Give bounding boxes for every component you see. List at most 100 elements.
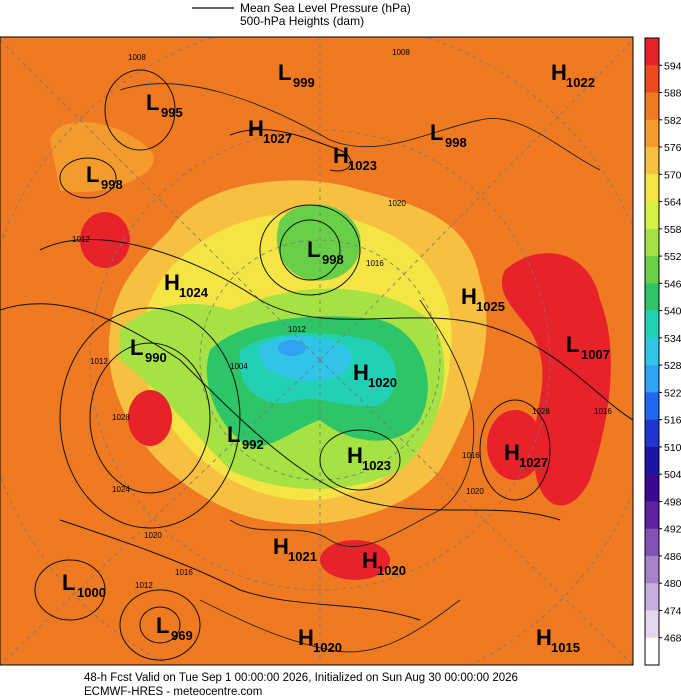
center-letter: H (273, 534, 289, 559)
center-letter: L (566, 332, 579, 357)
colorbar: 594 588 582 576 570 564 558 552 546 540 534 528 522 5… (644, 37, 681, 666)
contour-label: 1020 (388, 199, 406, 208)
center-value: 1023 (348, 158, 377, 173)
colorbar-label: 468 (664, 633, 681, 645)
center-value: 998 (322, 252, 344, 267)
center-letter: L (146, 90, 159, 115)
center-letter: H (504, 440, 520, 465)
contour-label: 1008 (392, 48, 410, 57)
colorbar-band (645, 147, 659, 175)
colorbar-band (645, 38, 659, 66)
colorbar-band (645, 92, 659, 121)
center-value: 1015 (551, 640, 580, 655)
colorbar-band (645, 555, 659, 584)
colorbar-label: 594 (664, 60, 681, 72)
contour-label: 1012 (72, 235, 90, 244)
center-value: 1020 (368, 375, 397, 390)
contour-label: 1024 (112, 485, 130, 494)
colorbar-label: 564 (664, 197, 681, 209)
height-field (320, 540, 390, 580)
colorbar-frame (644, 37, 660, 666)
center-letter: L (130, 335, 143, 360)
contour-label: 1012 (135, 581, 153, 590)
colorbar-label: 540 (664, 306, 681, 318)
map-frame (0, 36, 634, 666)
center-letter: H (362, 548, 378, 573)
colorbar-label: 552 (664, 251, 681, 263)
center-value: 1024 (179, 285, 209, 300)
colorbar-label: 558 (664, 224, 681, 236)
colorbar-label: 522 (664, 387, 681, 399)
legend-label: Mean Sea Level Pressure (hPa) (240, 1, 411, 15)
contour-label: 1016 (175, 568, 193, 577)
colorbar-band (645, 228, 659, 257)
center-letter: H (551, 60, 567, 85)
center-letter: H (353, 360, 369, 385)
center-letter: L (86, 162, 99, 187)
height-field (276, 204, 361, 281)
colorbar-band (645, 637, 659, 666)
colorbar-label: 510 (664, 442, 681, 454)
colorbar-label: 582 (664, 115, 681, 127)
center-value: 998 (101, 177, 123, 192)
colorbar-label: 486 (664, 551, 681, 563)
contour-label: 1004 (230, 362, 248, 371)
contour-label: 1008 (128, 53, 146, 62)
center-value: 990 (145, 350, 167, 365)
colorbar-label: 516 (664, 415, 681, 427)
colorbar-band (645, 65, 659, 93)
colorbar-band (645, 528, 659, 557)
colorbar-band (645, 365, 659, 393)
colorbar-label: 480 (664, 578, 681, 590)
center-value: 1007 (581, 347, 610, 362)
contour-label: 1016 (462, 451, 480, 460)
center-letter: L (62, 570, 75, 595)
footer-text: 48-h Fcst Valid on Tue Sep 1 00:00:00 20… (84, 672, 518, 684)
height-field (128, 390, 172, 446)
center-value: 1021 (288, 549, 317, 564)
center-value: 998 (445, 135, 467, 150)
center-value: 1027 (519, 455, 548, 470)
center-value: 1020 (377, 563, 406, 578)
colorbar-label: 570 (664, 169, 681, 181)
legend-label: 500-hPa Heights (dam) (240, 14, 364, 28)
contour-label: 1020 (144, 531, 162, 540)
center-value: 1022 (566, 75, 595, 90)
colorbar-band (645, 337, 659, 366)
center-letter: H (164, 270, 180, 295)
colorbar-label: 546 (664, 278, 681, 290)
center-letter: L (430, 120, 443, 145)
center-value: 995 (161, 105, 183, 120)
colorbar-label: 474 (664, 605, 681, 617)
colorbar-band (645, 392, 659, 420)
contour-label: 1016 (594, 407, 612, 416)
center-letter: L (307, 237, 320, 262)
colorbar-band (645, 310, 659, 339)
isobars (0, 69, 633, 661)
contour-label: 1020 (466, 487, 484, 496)
center-letter: H (347, 443, 363, 468)
graticule (0, 37, 633, 665)
colorbar-band (645, 446, 659, 475)
center-value: 1025 (476, 299, 505, 314)
contour-label: 1016 (366, 259, 384, 268)
center-value: 1027 (263, 131, 292, 146)
center-value: 969 (171, 628, 193, 643)
colorbar-band (645, 610, 659, 639)
center-letter: H (248, 116, 264, 141)
colorbar-label: 498 (664, 496, 681, 508)
center-value: 1020 (313, 640, 342, 655)
colorbar-band (645, 474, 659, 502)
colorbar-label: 492 (664, 524, 681, 536)
center-letter: H (461, 284, 477, 309)
contour-label: 1012 (90, 357, 108, 366)
height-field (487, 410, 543, 480)
contour-label: 1028 (112, 413, 130, 422)
center-value: 999 (293, 75, 315, 90)
center-letter: L (278, 60, 291, 85)
colorbar-label: 534 (664, 333, 681, 345)
center-letter: H (333, 143, 349, 168)
